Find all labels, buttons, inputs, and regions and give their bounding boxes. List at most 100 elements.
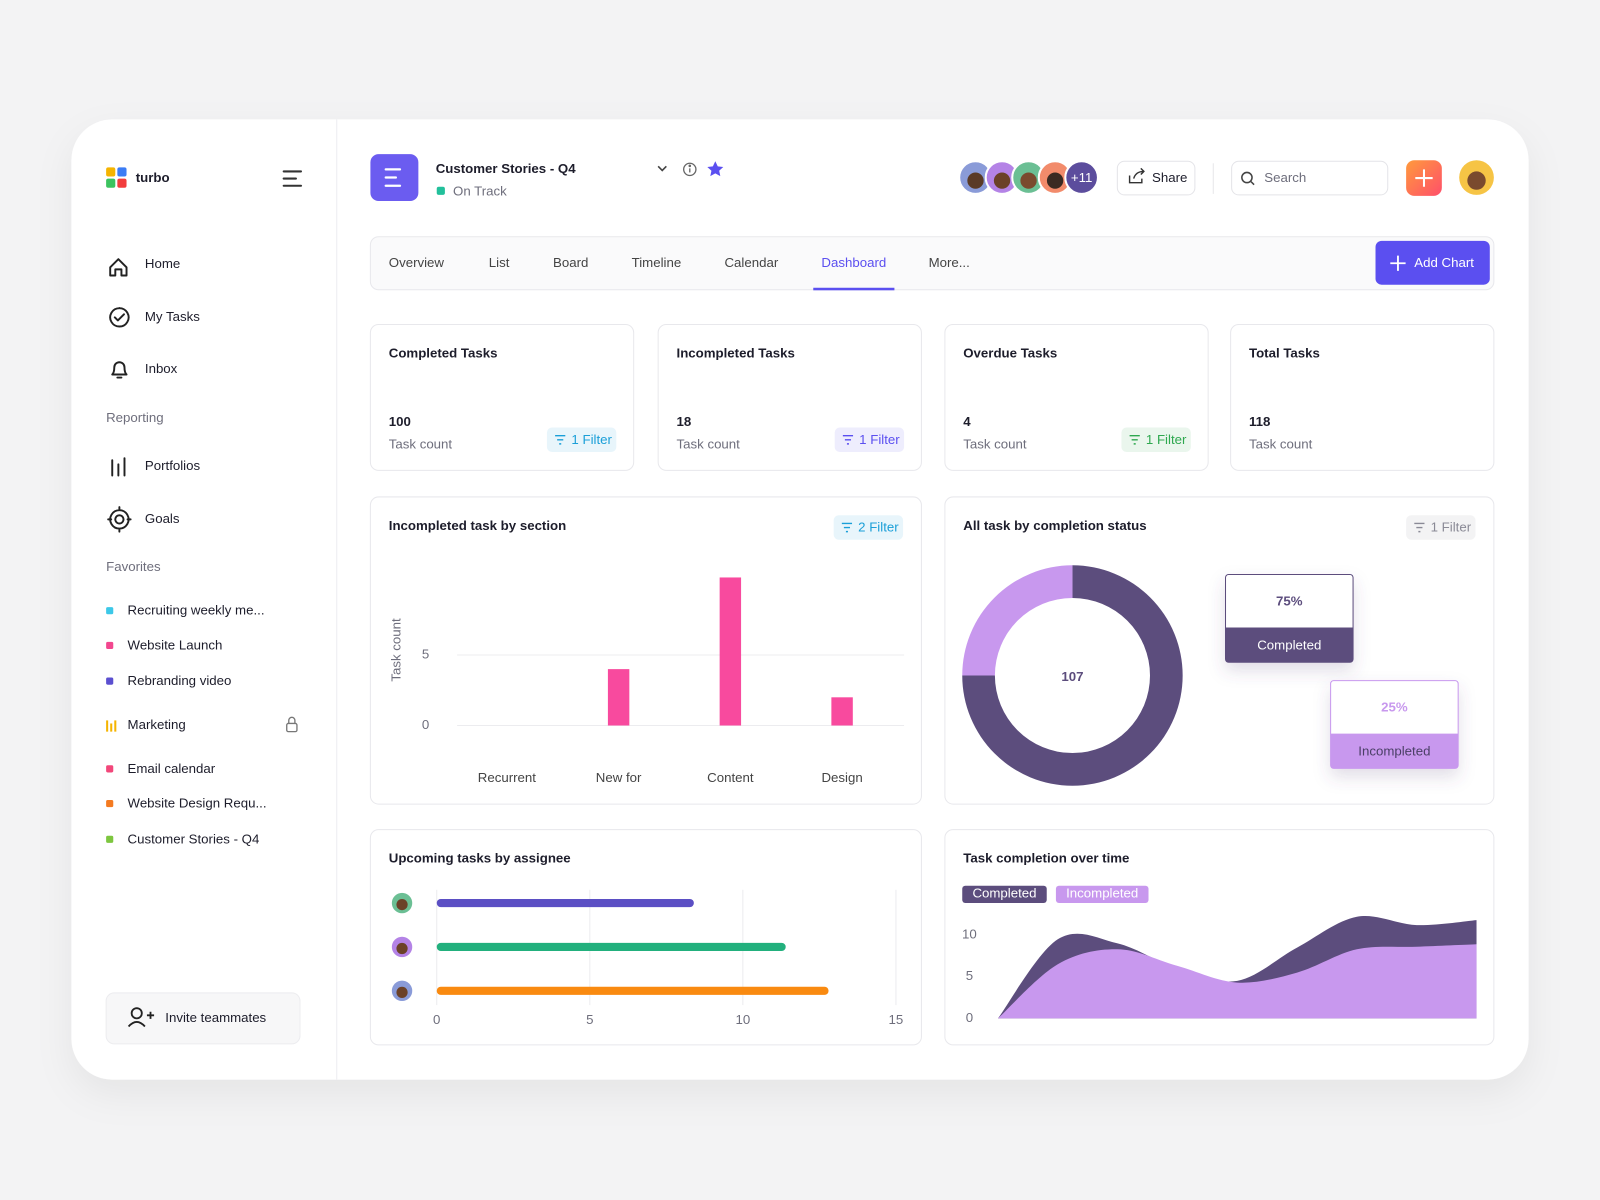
bar [831, 697, 853, 726]
filter-chip[interactable] [1406, 515, 1476, 540]
y-tick-label: 0 [966, 1010, 973, 1025]
favorite-icon [110, 723, 113, 732]
data-label: 25% [1381, 700, 1408, 715]
label-card-footer [1330, 733, 1459, 769]
stat-card [1230, 323, 1495, 471]
lock-icon [288, 716, 296, 724]
search-placeholder[interactable]: Search [1264, 170, 1306, 185]
legend-chip [1055, 885, 1149, 904]
project-title: Customer Stories - Q4 [436, 161, 577, 176]
search-icon [1241, 171, 1255, 186]
favorite-color [106, 835, 114, 843]
nav-item[interactable]: My Tasks [145, 309, 200, 324]
nav-item[interactable]: Portfolios [145, 458, 201, 473]
stat-title: Completed Tasks [389, 346, 498, 361]
share-button[interactable] [1116, 160, 1196, 196]
filter-icon [555, 435, 566, 445]
tab[interactable]: More... [929, 255, 970, 270]
x-tick-label: 5 [586, 1012, 593, 1027]
label-card-footer [1225, 627, 1354, 663]
filter-chip[interactable] [1121, 427, 1191, 453]
favorite-item[interactable]: Marketing [128, 717, 186, 732]
stat-value: 118 [1249, 414, 1270, 429]
add-chart-label[interactable]: Add Chart [1414, 255, 1474, 270]
tab[interactable]: Calendar [724, 255, 778, 270]
search-box[interactable] [1231, 160, 1389, 196]
y-tick-label: 0 [422, 717, 429, 732]
x-tick-label: 10 [735, 1012, 750, 1027]
tab-bar [369, 236, 1495, 291]
chart-title: Upcoming tasks by assignee [389, 851, 571, 866]
favorite-color [106, 800, 114, 808]
nav-item[interactable]: Goals [145, 511, 180, 526]
favorite-color [106, 765, 114, 773]
legend-label: Incompleted [1066, 885, 1138, 900]
stat-card [369, 323, 635, 471]
favorite-item[interactable]: Recruiting weekly me... [128, 603, 265, 618]
favorite-item[interactable]: Website Launch [128, 637, 223, 652]
favorite-item[interactable]: Email calendar [128, 761, 216, 776]
filter-chip[interactable] [546, 427, 617, 453]
favorite-item[interactable]: Rebranding video [128, 673, 232, 688]
bar [436, 942, 786, 952]
filter-chip[interactable] [833, 515, 904, 540]
chart-title: Task completion over time [963, 851, 1129, 866]
status-label: On Track [453, 183, 507, 198]
nav-item[interactable]: Inbox [145, 361, 178, 376]
lock-icon [286, 722, 298, 733]
stat-value: 4 [963, 414, 971, 429]
section-label: Favorites [106, 559, 161, 574]
favorite-icon [114, 720, 117, 732]
tab[interactable]: Timeline [632, 255, 682, 270]
tab[interactable]: Overview [389, 255, 445, 270]
stat-title: Total Tasks [1249, 346, 1320, 361]
assignee-avatar-face [396, 986, 408, 998]
filter-label[interactable]: 1 Filter [571, 432, 612, 447]
filter-label[interactable]: 1 Filter [1431, 520, 1472, 535]
dropdown-icon[interactable] [657, 165, 667, 172]
data-label: 75% [1276, 594, 1303, 609]
bar [436, 898, 694, 908]
info-icon[interactable] [683, 162, 697, 177]
stat-caption: Task count [389, 436, 453, 451]
favorite-star[interactable] [707, 161, 724, 177]
menu-button[interactable] [282, 170, 303, 187]
y-tick-label: 5 [422, 647, 429, 662]
favorite-color [106, 677, 114, 685]
tab[interactable]: List [489, 255, 510, 270]
filter-icon [1129, 435, 1140, 445]
share-label[interactable]: Share [1152, 170, 1187, 185]
bar [436, 986, 829, 995]
chart-title: All task by completion status [963, 518, 1146, 533]
x-tick-label: 15 [889, 1012, 904, 1027]
x-tick-label: New for [596, 770, 642, 785]
filter-label[interactable]: 1 Filter [859, 432, 900, 447]
invite-icon [127, 1007, 155, 1028]
chart-title: Incompleted task by section [389, 518, 566, 533]
tab[interactable]: Dashboard [821, 255, 886, 270]
favorite-color [106, 641, 114, 649]
invite-label[interactable]: Invite teammates [165, 1010, 266, 1025]
legend-label: Incompleted [1358, 744, 1430, 759]
filter-chip[interactable] [834, 427, 905, 453]
filter-label[interactable]: 1 Filter [1146, 432, 1187, 447]
tab[interactable]: Board [553, 255, 588, 270]
stat-title: Overdue Tasks [963, 346, 1057, 361]
stat-title: Incompleted Tasks [677, 346, 795, 361]
stat-card [944, 323, 1209, 471]
filter-label[interactable]: 2 Filter [858, 520, 899, 535]
filter-icon [842, 435, 854, 445]
x-tick-label: Recurrent [478, 770, 536, 785]
area [997, 944, 1477, 1019]
stat-caption: Task count [677, 436, 741, 451]
favorite-item[interactable]: Customer Stories - Q4 [128, 831, 260, 846]
nav-item[interactable]: Home [145, 256, 180, 271]
member-avatars[interactable] [958, 160, 1099, 195]
favorite-item[interactable]: Website Design Requ... [128, 796, 267, 811]
legend-label: Completed [972, 885, 1036, 900]
add-chart-button[interactable] [1375, 240, 1490, 285]
members-more[interactable]: +11 [1071, 170, 1093, 185]
invite-button[interactable] [105, 992, 301, 1045]
